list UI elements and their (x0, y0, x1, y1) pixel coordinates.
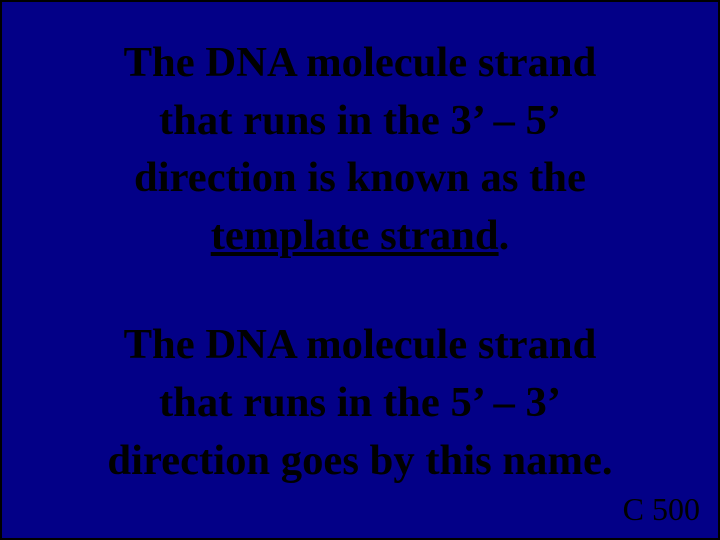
para1-line4-after: . (499, 212, 510, 259)
slide-content: The DNA molecule strand that runs in the… (2, 2, 718, 538)
paragraph-2: The DNA molecule strand that runs in the… (107, 316, 612, 489)
para1-line2: that runs in the 3’ – 5’ (159, 97, 561, 144)
jeopardy-slide: The DNA molecule strand that runs in the… (0, 0, 720, 540)
para2-line2: that runs in the 5’ – 3’ (159, 379, 561, 426)
para2-line3: direction goes by this name. (107, 437, 612, 484)
para1-line4-underlined: template strand (211, 212, 499, 259)
para1-line3: direction is known as the (134, 154, 586, 201)
para2-line1: The DNA molecule strand (124, 321, 597, 368)
paragraph-1: The DNA molecule strand that runs in the… (124, 34, 597, 264)
category-score-footer: C 500 (623, 491, 700, 528)
para1-line1: The DNA molecule strand (124, 39, 597, 86)
